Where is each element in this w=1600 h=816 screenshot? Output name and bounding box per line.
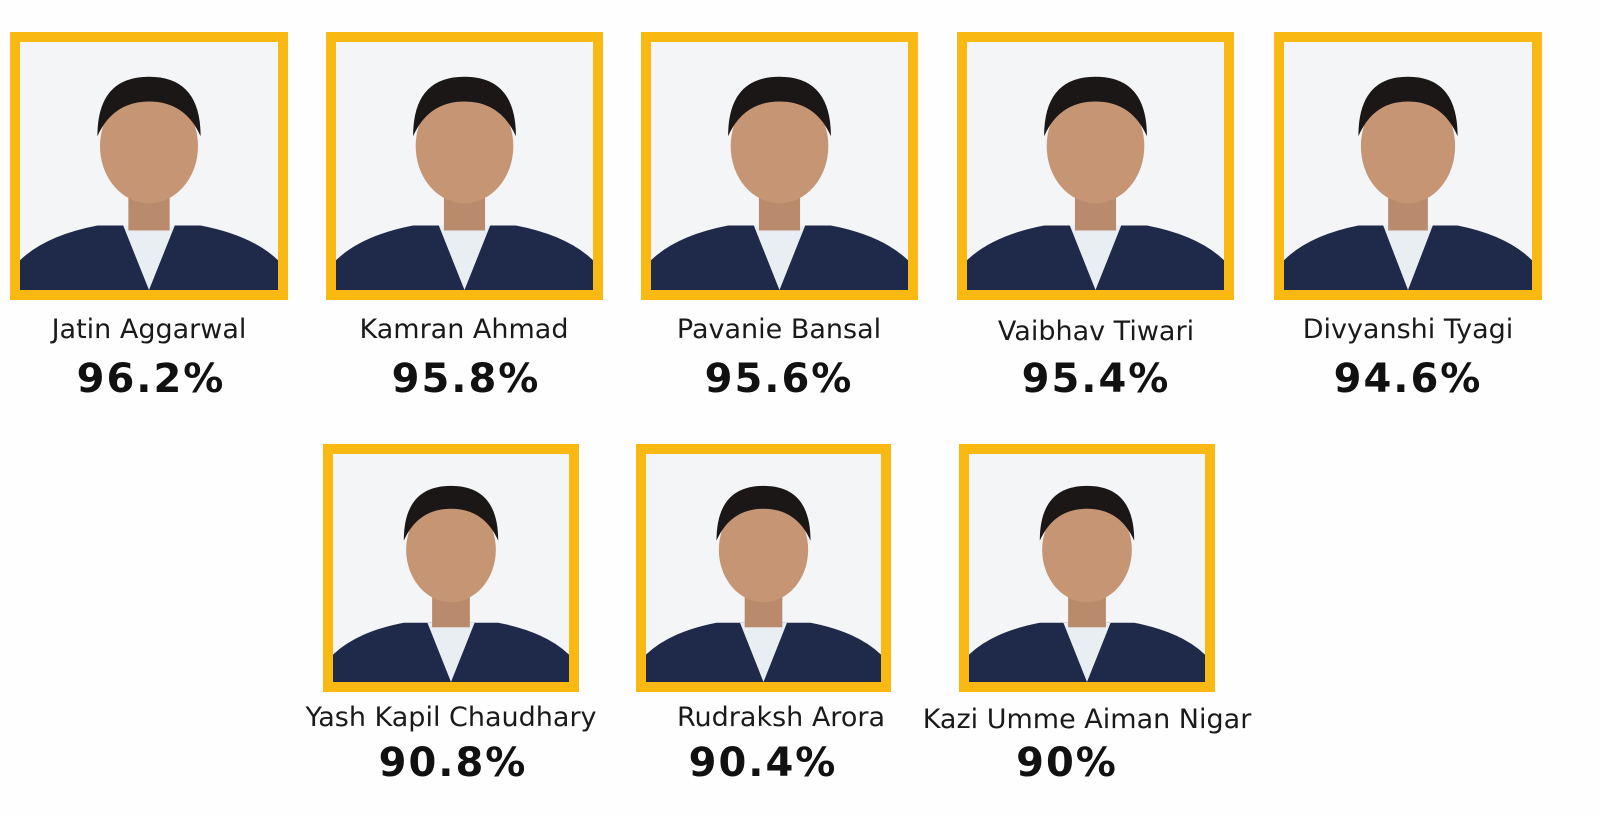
student-score: 96.2% (76, 356, 226, 402)
student-score: 95.6% (704, 356, 854, 402)
student-photo (641, 32, 918, 300)
student-photo (636, 444, 891, 692)
student-score: 90.4% (688, 740, 838, 786)
student-photo (323, 444, 579, 692)
student-score: 94.6% (1333, 356, 1483, 402)
student-photo (10, 32, 288, 300)
photo-placeholder (967, 76, 1224, 290)
student-name: Rudraksh Arora (677, 702, 885, 733)
student-score: 90% (1016, 740, 1118, 786)
student-name: Kamran Ahmad (359, 314, 569, 345)
student-photo (959, 444, 1215, 692)
student-photo (957, 32, 1234, 300)
student-photo (326, 32, 603, 300)
student-score: 95.8% (391, 356, 541, 402)
student-name: Yash Kapil Chaudhary (305, 702, 597, 733)
photo-placeholder (646, 485, 881, 682)
student-name: Divyanshi Tyagi (1302, 314, 1514, 345)
student-name: Kazi Umme Aiman Nigar (922, 704, 1252, 735)
student-score: 95.4% (1021, 356, 1171, 402)
photo-placeholder (969, 485, 1205, 682)
photo-placeholder (336, 76, 593, 290)
photo-placeholder (20, 76, 278, 290)
photo-placeholder (333, 485, 569, 682)
student-name: Vaibhav Tiwari (997, 316, 1195, 347)
student-name: Pavanie Bansal (676, 314, 882, 345)
student-name: Jatin Aggarwal (51, 314, 247, 345)
photo-placeholder (651, 76, 908, 290)
student-score: 90.8% (378, 740, 528, 786)
student-photo (1274, 32, 1542, 300)
photo-placeholder (1284, 76, 1532, 290)
